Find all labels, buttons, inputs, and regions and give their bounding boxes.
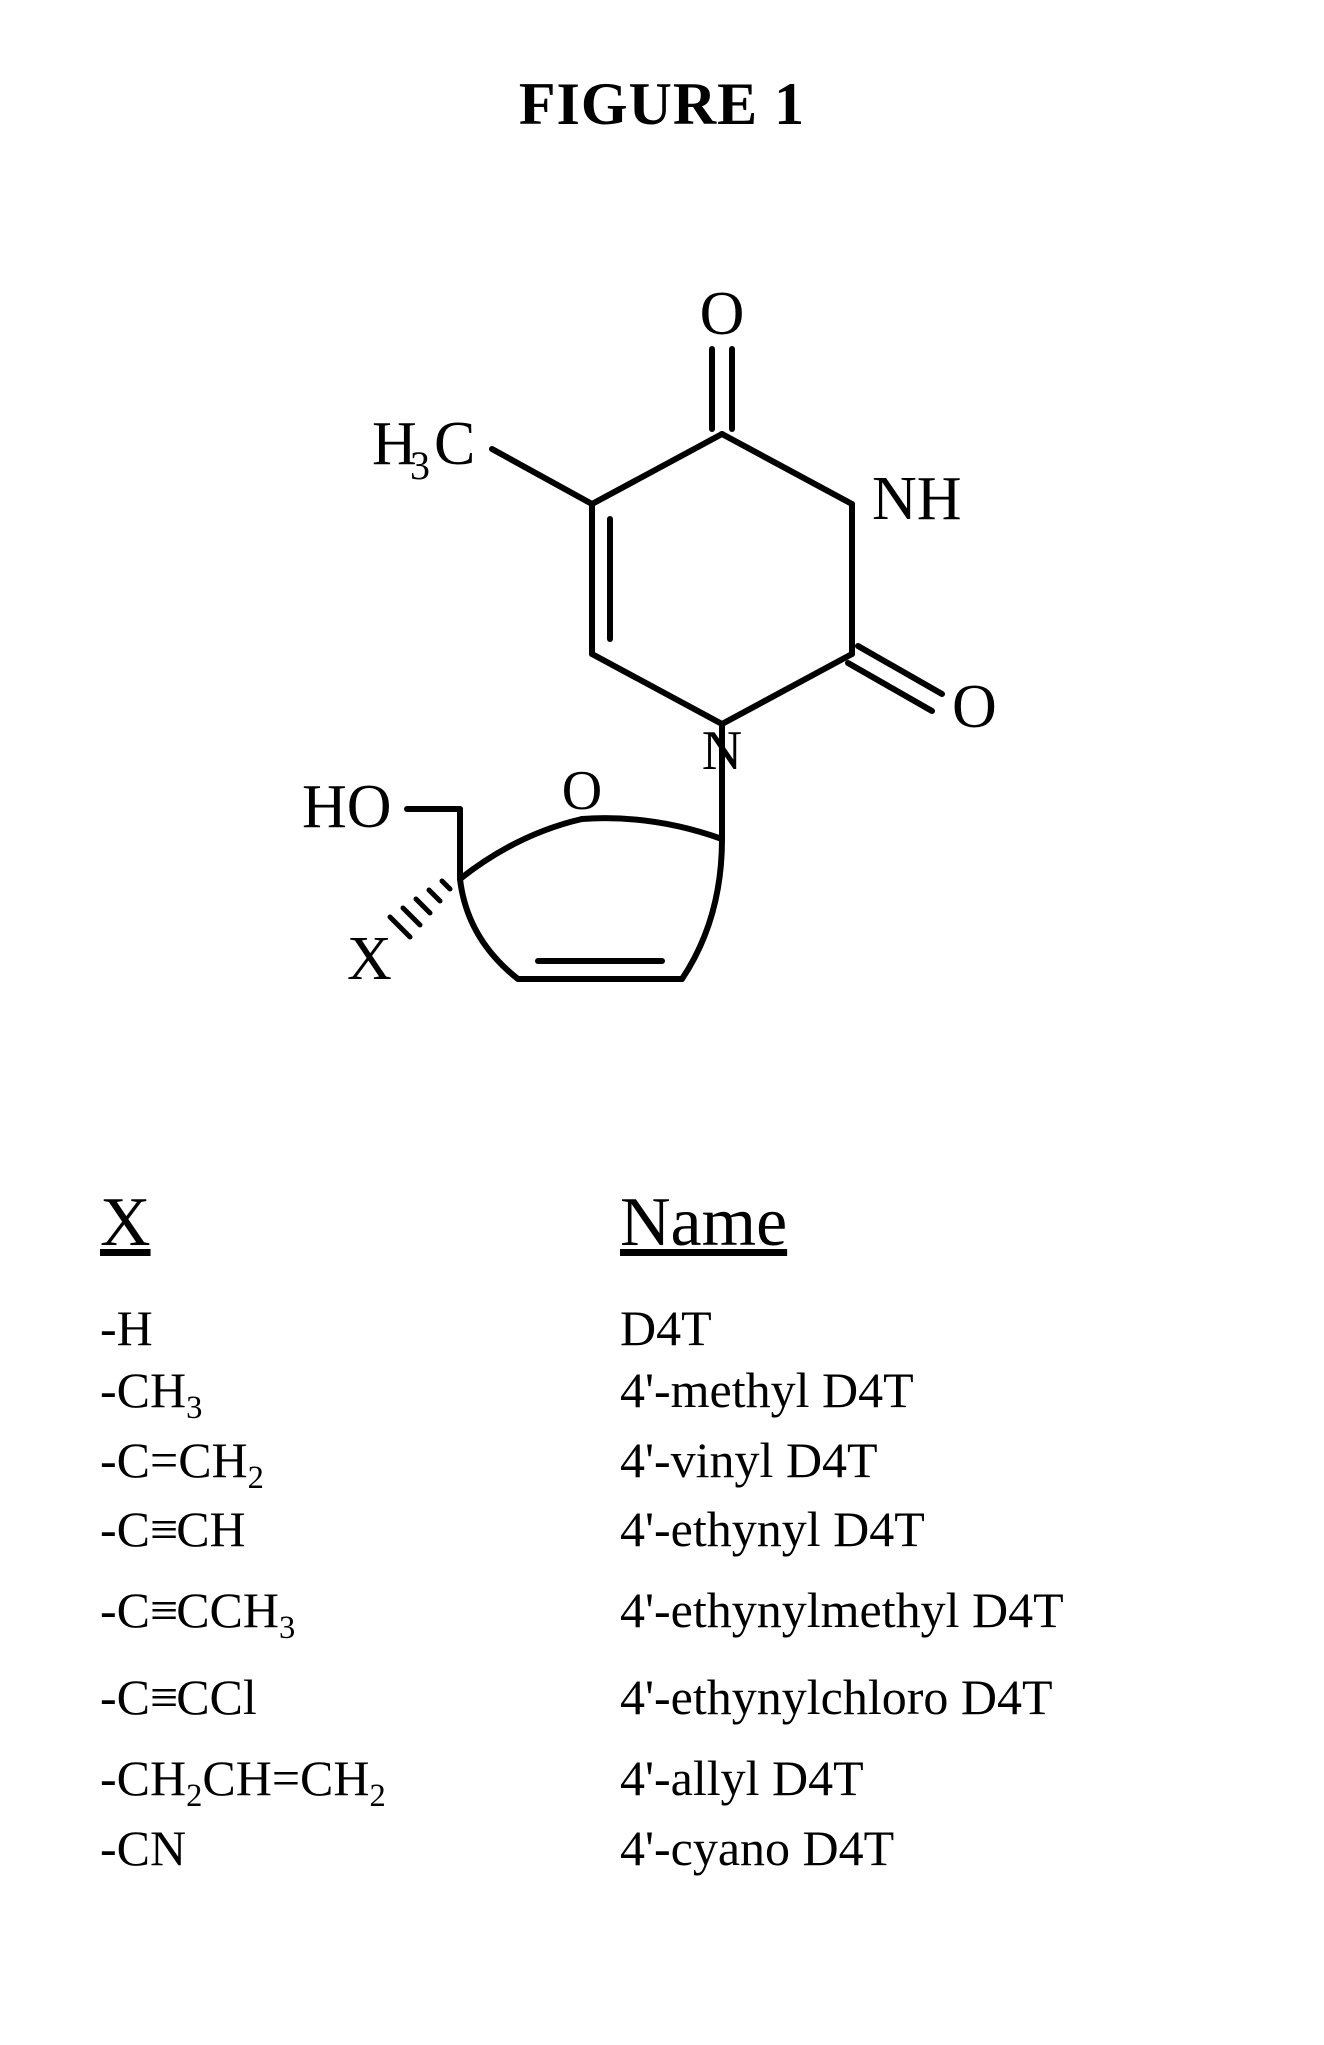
page: FIGURE 1	[0, 0, 1324, 2045]
table-row: -C≡CCl4'-ethynylchloro D4T	[100, 1666, 1264, 1729]
substituent-name: 4'-ethynylmethyl D4T	[620, 1579, 1264, 1642]
substituent-name: 4'-cyano D4T	[620, 1817, 1264, 1880]
table-row: -CN4'-cyano D4T	[100, 1817, 1264, 1880]
substituent-x: -CH3	[100, 1359, 620, 1429]
table-row: -CH2CH=CH24'-allyl D4T	[100, 1747, 1264, 1817]
table-header-row: X Name	[100, 1179, 1264, 1267]
table-row: -C≡CCH34'-ethynylmethyl D4T	[100, 1579, 1264, 1649]
substituent-x: -CN	[100, 1817, 620, 1880]
label-o-ring: O	[562, 760, 602, 822]
label-o-right: O	[952, 673, 997, 741]
substituent-x: -C=CH2	[100, 1429, 620, 1499]
substituent-table: X Name -HD4T-CH34'-methyl D4T-C=CH24'-vi…	[0, 1179, 1324, 1879]
header-name: Name	[620, 1179, 1264, 1267]
substituent-x: -C≡CCl	[100, 1666, 620, 1729]
substituent-x: -CH2CH=CH2	[100, 1747, 620, 1817]
substituent-x: -C≡CCH3	[100, 1579, 620, 1649]
substituent-name: 4'-vinyl D4T	[620, 1429, 1264, 1492]
label-h3c-c: C	[434, 410, 475, 478]
table-row: -C≡CH4'-ethynyl D4T	[100, 1498, 1264, 1561]
substituent-name: 4'-allyl D4T	[620, 1747, 1264, 1810]
substituent-x: -C≡CH	[100, 1498, 620, 1561]
substituent-x: -H	[100, 1297, 620, 1360]
substituent-name: D4T	[620, 1297, 1264, 1360]
header-x: X	[100, 1179, 620, 1267]
row-spacer	[100, 1729, 1264, 1747]
substituent-name: 4'-ethynyl D4T	[620, 1498, 1264, 1561]
figure-title: FIGURE 1	[0, 70, 1324, 139]
label-nh: NH	[872, 465, 962, 533]
table-row: -C=CH24'-vinyl D4T	[100, 1429, 1264, 1499]
label-o-top: O	[700, 280, 745, 348]
row-spacer	[100, 1561, 1264, 1579]
substituent-name: 4'-ethynylchloro D4T	[620, 1666, 1264, 1729]
label-x: X	[347, 925, 392, 993]
table-row: -HD4T	[100, 1297, 1264, 1360]
chemical-structure: O NH H 3 C O N HO O X	[252, 279, 1072, 1099]
substituent-name: 4'-methyl D4T	[620, 1359, 1264, 1422]
label-ho: HO	[302, 773, 392, 841]
row-spacer	[100, 1648, 1264, 1666]
table-row: -CH34'-methyl D4T	[100, 1359, 1264, 1429]
label-n1: N	[702, 720, 742, 782]
label-h3c-3: 3	[410, 443, 430, 488]
